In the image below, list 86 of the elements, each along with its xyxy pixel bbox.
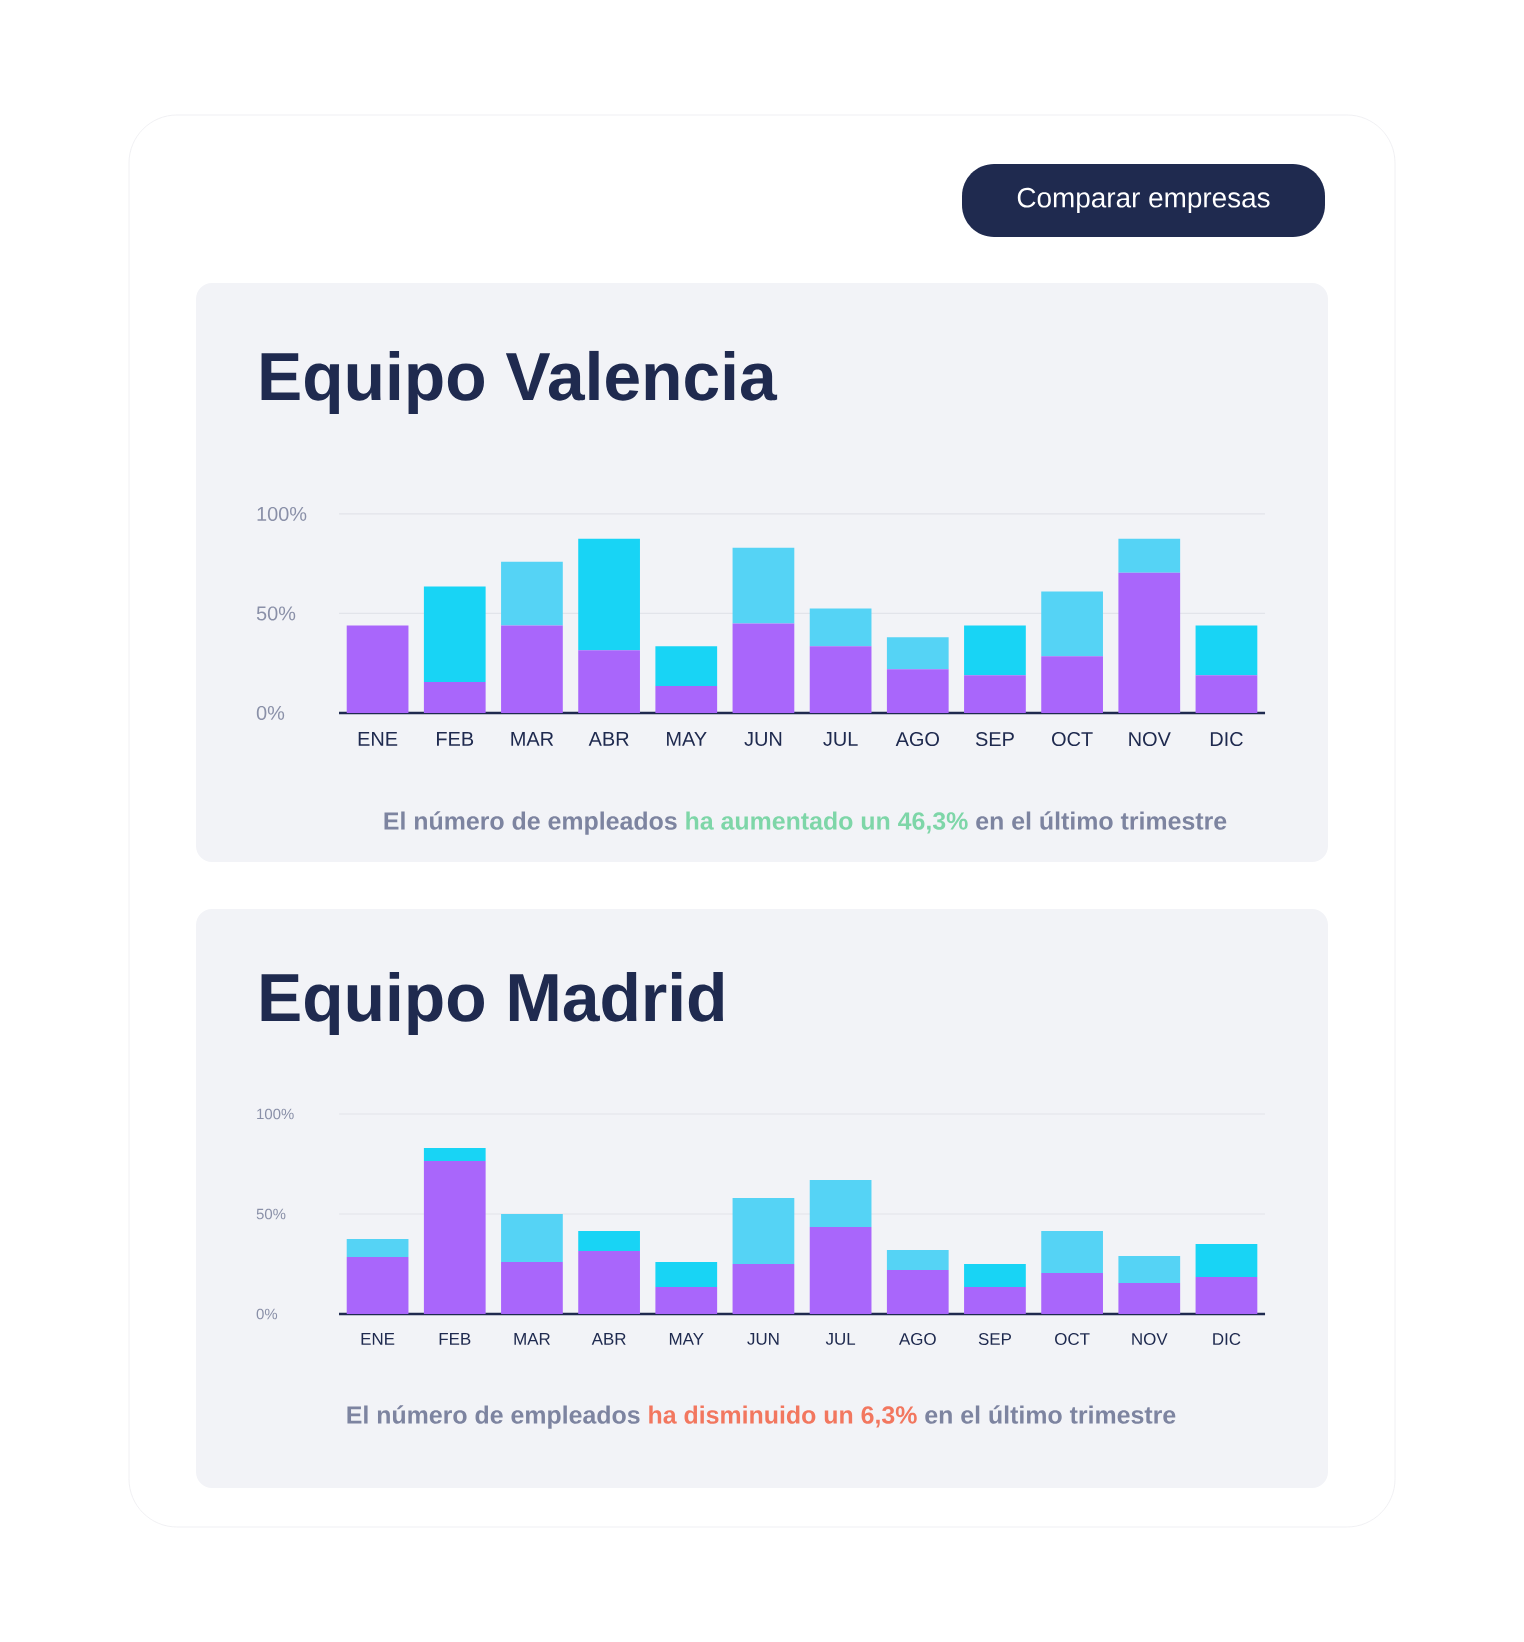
bar: [1118, 1255, 1181, 1283]
x-tick-label: FEB: [437, 732, 474, 746]
y-tick-label: 50%: [256, 1208, 286, 1220]
x-tick-label: MAY: [667, 732, 707, 746]
y-tick-label: 0%: [256, 1308, 278, 1320]
bar: [732, 547, 795, 624]
bar: [346, 625, 409, 713]
x-tick-label: AGO: [895, 732, 939, 747]
text: El número de empleados: [384, 811, 677, 835]
bar: [886, 1269, 949, 1314]
bar: [423, 1147, 486, 1161]
bar: [1041, 591, 1103, 657]
bar: [501, 1213, 563, 1262]
bar: [732, 623, 795, 713]
x-tick-label: JUL: [823, 732, 858, 746]
x-tick-label: ENE: [358, 732, 398, 746]
chart-title: Equipo Valencia: [261, 350, 778, 415]
bar: [1195, 625, 1258, 676]
x-tick-label: MAR: [514, 1333, 550, 1345]
bar: [1041, 1272, 1103, 1314]
bar: [809, 608, 872, 647]
bar: [501, 1261, 563, 1314]
bar: [964, 625, 1026, 676]
bar: [346, 1238, 409, 1257]
text: ha aumentado un 46,3%: [686, 811, 968, 834]
y-tick-label: 100%: [257, 506, 307, 522]
bar: [578, 650, 640, 713]
y-tick-label: 0%: [256, 705, 285, 721]
bar: [1195, 675, 1258, 713]
x-tick-label: ABR: [588, 732, 629, 746]
bar: [886, 1249, 949, 1270]
x-tick-label: OCT: [1052, 732, 1093, 747]
bar: [809, 1226, 872, 1314]
x-tick-label: SEP: [978, 1333, 1011, 1346]
text: en el último trimestre: [925, 1405, 1176, 1424]
x-tick-label: DIC: [1210, 732, 1243, 747]
x-tick-label: NOV: [1129, 732, 1171, 747]
bar: [809, 1179, 872, 1227]
x-tick-label: JUN: [747, 1333, 779, 1345]
bar: [1041, 656, 1103, 713]
bar: [1118, 1282, 1181, 1314]
x-tick-label: AGO: [898, 1333, 936, 1346]
chart-title: Equipo Madrid: [261, 971, 723, 1036]
x-tick-label: NOV: [1132, 1333, 1168, 1346]
bar: [732, 1263, 795, 1314]
bar: [809, 646, 872, 713]
bar: [964, 1263, 1026, 1287]
bar: [423, 1160, 486, 1314]
x-tick-label: ENE: [361, 1333, 395, 1345]
x-tick-label: OCT: [1055, 1333, 1090, 1346]
bar: [1195, 1243, 1258, 1277]
bar: [578, 1250, 640, 1314]
bar: [655, 686, 718, 713]
bar: [578, 1230, 640, 1251]
bar: [1118, 572, 1181, 713]
bar: [886, 669, 949, 713]
bar: [1118, 538, 1181, 573]
y-tick-label: 100%: [257, 1108, 294, 1120]
bar: [964, 675, 1026, 713]
bar: [423, 586, 486, 683]
bar: [655, 1286, 718, 1314]
x-tick-label: MAR: [511, 732, 554, 746]
bar: [346, 1256, 409, 1314]
text: El número de empleados: [347, 1405, 640, 1429]
text: Comparar empresas: [1017, 187, 1270, 214]
x-tick-label: ABR: [591, 1333, 626, 1345]
bar: [732, 1197, 795, 1264]
bar: [1041, 1230, 1103, 1273]
bar: [964, 1286, 1026, 1314]
bar: [655, 646, 718, 687]
x-tick-label: JUL: [825, 1333, 856, 1345]
y-tick-label: 50%: [256, 606, 296, 621]
bar: [423, 682, 486, 713]
bar: [501, 561, 563, 626]
bar: [886, 637, 949, 670]
bar: [578, 538, 640, 651]
bar: [1195, 1276, 1258, 1314]
x-tick-label: DIC: [1213, 1333, 1241, 1346]
x-tick-label: JUN: [744, 732, 782, 746]
text: en el último trimestre: [976, 811, 1227, 830]
bar: [655, 1261, 718, 1287]
x-tick-label: SEP: [975, 732, 1014, 747]
x-tick-label: MAY: [669, 1333, 704, 1345]
bar: [501, 625, 563, 713]
x-tick-label: FEB: [439, 1333, 471, 1345]
text: ha disminuido un 6,3%: [649, 1405, 917, 1428]
